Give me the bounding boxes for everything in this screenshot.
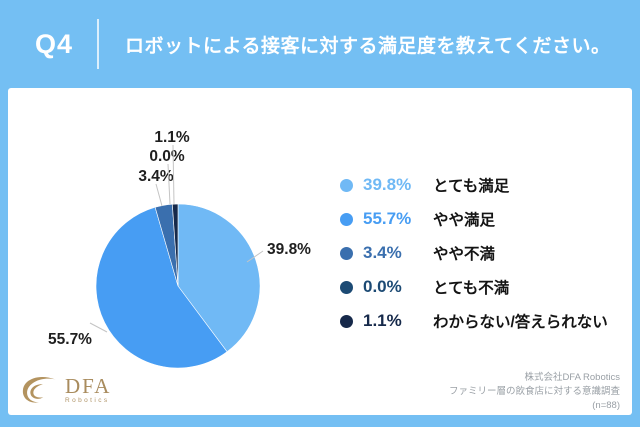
- legend-percent: 1.1%: [363, 311, 402, 330]
- chart-card: 39.8% 55.7% 3.4% 0.0% 1.1% 39.8% とても満足 55.7% やや…: [8, 88, 632, 415]
- pie-data-label-1: 55.7%: [48, 331, 92, 348]
- pie-slice-1: [95, 206, 228, 369]
- pie-chart: 39.8% 55.7% 3.4% 0.0% 1.1%: [48, 129, 311, 369]
- logo-swirl-icon: [22, 376, 56, 403]
- legend-item-0: 39.8% とても満足: [340, 168, 608, 202]
- question-number: Q4: [35, 28, 74, 59]
- question-title: ロボットによる接客に対する満足度を教えてください。: [125, 35, 611, 57]
- pie-data-label-0: 39.8%: [267, 241, 311, 258]
- legend-percent: 3.4%: [363, 243, 402, 262]
- legend-dot-icon: [340, 212, 353, 226]
- source-survey-name: ファミリー層の飲食店に対する意識調査: [448, 386, 620, 397]
- legend-percent: 55.7%: [363, 209, 412, 228]
- survey-source: 株式会社DFA Robotics ファミリー層の飲食店に対する意識調査 (n=8…: [449, 371, 620, 413]
- legend-item-4: 1.1% わからない/答えられない: [340, 304, 608, 338]
- legend-dot-icon: [340, 246, 353, 260]
- chart-legend: 39.8% とても満足 55.7% やや満足 3.4% やや不満 0.0% とても不満 1.1%…: [340, 168, 608, 338]
- legend-label: やや満足: [433, 212, 496, 229]
- logo-text: DFA: [65, 374, 112, 398]
- pie-data-label-4: 1.1%: [154, 129, 190, 146]
- pie-leader-line-4: [172, 144, 175, 205]
- pie-leader-line-3: [167, 163, 171, 205]
- legend-dot-icon: [340, 314, 353, 328]
- legend-label: やや不満: [433, 246, 496, 263]
- source-company: 株式会社DFA Robotics: [524, 372, 620, 383]
- logo-subtext: Robotics: [65, 397, 110, 404]
- legend-item-3: 0.0% とても不満: [340, 270, 608, 304]
- source-sample-size: (n=88): [592, 400, 620, 411]
- pie-leader-line-1: [89, 322, 108, 333]
- legend-item-2: 3.4% やや不満: [340, 236, 608, 270]
- legend-dot-icon: [340, 178, 353, 192]
- legend-label: とても満足: [433, 178, 510, 195]
- legend-item-1: 55.7% やや満足: [340, 202, 608, 236]
- legend-dot-icon: [340, 280, 353, 294]
- pie-slice-0: [177, 203, 261, 353]
- dfa-robotics-logo: DFA Robotics: [20, 373, 111, 407]
- pie-slice-4: [172, 203, 179, 287]
- question-header: Q4 ロボットによる接客に対する満足度を教えてください。: [0, 0, 640, 88]
- legend-percent: 0.0%: [363, 277, 402, 296]
- header-divider: [97, 19, 100, 69]
- legend-percent: 39.8%: [363, 175, 412, 194]
- legend-label: わからない/答えられない: [433, 314, 608, 331]
- pie-data-label-2: 3.4%: [138, 168, 174, 185]
- pie-leader-line-0: [246, 250, 264, 263]
- legend-label: とても不満: [433, 280, 510, 297]
- pie-leader-line-2: [155, 183, 163, 207]
- pie-data-label-3: 0.0%: [149, 148, 185, 165]
